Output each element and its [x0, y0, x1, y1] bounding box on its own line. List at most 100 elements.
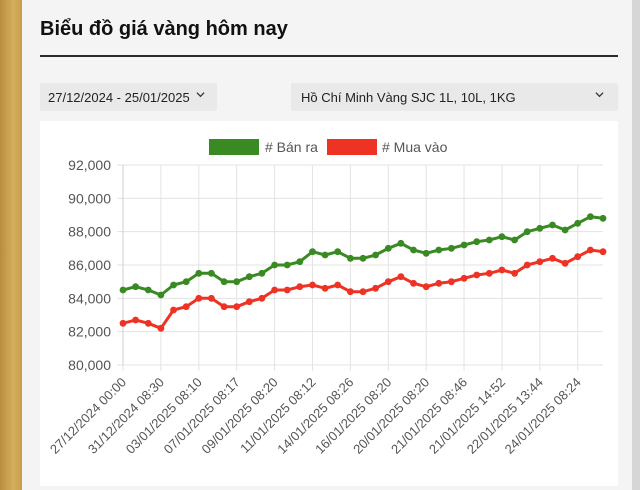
data-point-buy[interactable]	[384, 278, 392, 286]
data-point-buy[interactable]	[460, 274, 468, 282]
data-point-buy[interactable]	[410, 279, 417, 287]
data-point-sell[interactable]	[359, 254, 367, 262]
data-point-buy[interactable]	[321, 284, 329, 292]
data-point-sell[interactable]	[258, 269, 266, 277]
data-point-sell[interactable]	[574, 219, 582, 227]
data-point-buy[interactable]	[296, 283, 304, 291]
data-point-buy[interactable]	[574, 253, 582, 261]
data-point-buy[interactable]	[157, 324, 165, 332]
y-tick-label: 80,000	[68, 357, 111, 373]
chevron-down-icon	[196, 92, 205, 98]
data-point-buy[interactable]	[422, 283, 430, 291]
data-point-sell[interactable]	[195, 269, 203, 277]
data-point-buy[interactable]	[220, 303, 228, 311]
data-point-sell[interactable]	[473, 238, 481, 246]
data-point-sell[interactable]	[422, 249, 430, 257]
chart-card	[40, 121, 618, 486]
data-point-sell[interactable]	[498, 233, 506, 241]
data-point-sell[interactable]	[410, 246, 417, 254]
data-point-buy[interactable]	[561, 259, 569, 267]
data-point-sell[interactable]	[587, 213, 594, 221]
data-point-sell[interactable]	[448, 244, 455, 252]
data-point-sell[interactable]	[460, 241, 468, 249]
data-point-buy[interactable]	[599, 248, 607, 256]
legend-item-sell[interactable]: # Bán ra	[209, 139, 318, 155]
data-point-sell[interactable]	[372, 251, 379, 259]
data-point-buy[interactable]	[549, 254, 556, 262]
data-point-buy[interactable]	[258, 294, 266, 302]
data-point-sell[interactable]	[321, 251, 329, 259]
data-point-sell[interactable]	[536, 224, 544, 232]
legend-label-buy: # Mua vào	[382, 139, 448, 155]
legend-label-sell: # Bán ra	[265, 139, 318, 155]
data-point-sell[interactable]	[309, 248, 316, 256]
y-tick-label: 90,000	[68, 190, 111, 206]
data-point-buy[interactable]	[144, 319, 152, 327]
data-point-sell[interactable]	[271, 261, 278, 269]
data-point-sell[interactable]	[157, 291, 165, 299]
data-point-sell[interactable]	[485, 236, 493, 244]
data-point-sell[interactable]	[283, 261, 291, 269]
data-point-sell[interactable]	[144, 286, 152, 294]
data-point-sell[interactable]	[170, 281, 177, 289]
data-point-buy[interactable]	[283, 286, 291, 294]
data-point-sell[interactable]	[523, 228, 531, 236]
data-point-buy[interactable]	[536, 258, 544, 266]
data-point-buy[interactable]	[309, 281, 316, 289]
data-point-buy[interactable]	[233, 303, 241, 311]
data-point-buy[interactable]	[182, 303, 190, 311]
data-point-buy[interactable]	[397, 273, 405, 281]
data-point-buy[interactable]	[208, 294, 215, 302]
data-point-buy[interactable]	[498, 266, 506, 274]
data-point-buy[interactable]	[119, 319, 127, 327]
data-point-buy[interactable]	[334, 281, 342, 289]
data-point-sell[interactable]	[549, 221, 556, 229]
y-tick-label: 84,000	[68, 290, 111, 306]
data-point-buy[interactable]	[511, 269, 518, 277]
data-point-sell[interactable]	[132, 283, 140, 291]
page-background-left	[0, 0, 22, 490]
y-tick-label: 92,000	[68, 157, 111, 173]
data-point-sell[interactable]	[245, 273, 253, 281]
data-point-sell[interactable]	[208, 269, 215, 277]
data-point-buy[interactable]	[347, 288, 354, 296]
page-background-right	[632, 0, 640, 490]
data-point-buy[interactable]	[132, 316, 140, 324]
data-point-buy[interactable]	[245, 298, 253, 306]
data-point-sell[interactable]	[599, 214, 607, 222]
data-point-sell[interactable]	[220, 278, 228, 286]
data-point-buy[interactable]	[587, 246, 594, 254]
data-point-sell[interactable]	[384, 244, 392, 252]
product-value: Hồ Chí Minh Vàng SJC 1L, 10L, 1KG	[301, 89, 516, 105]
data-point-sell[interactable]	[119, 286, 127, 294]
data-point-buy[interactable]	[170, 306, 177, 314]
data-point-buy[interactable]	[271, 286, 278, 294]
data-point-buy[interactable]	[435, 279, 443, 287]
chevron-down-icon	[595, 92, 604, 98]
data-point-sell[interactable]	[334, 248, 342, 256]
legend-swatch-sell	[209, 139, 259, 155]
data-point-buy[interactable]	[372, 284, 379, 292]
data-point-buy[interactable]	[523, 261, 531, 269]
title-divider	[40, 55, 618, 57]
data-point-sell[interactable]	[233, 278, 241, 286]
y-axis: 80,000 82,000 84,000 86,000 88,000 90,000 92,0…	[68, 157, 111, 373]
date-range-select[interactable]: 27/12/2024 - 25/01/2025	[40, 83, 217, 111]
data-point-sell[interactable]	[182, 278, 190, 286]
data-point-sell[interactable]	[435, 246, 443, 254]
legend-item-buy[interactable]: # Mua vào	[327, 139, 448, 155]
data-point-buy[interactable]	[195, 294, 203, 302]
chart-grid	[117, 164, 603, 371]
product-select[interactable]: Hồ Chí Minh Vàng SJC 1L, 10L, 1KG	[291, 83, 618, 111]
data-point-buy[interactable]	[485, 269, 493, 277]
date-range-value: 27/12/2024 - 25/01/2025	[48, 89, 190, 105]
data-point-sell[interactable]	[397, 239, 405, 247]
data-point-sell[interactable]	[511, 236, 518, 244]
data-point-sell[interactable]	[296, 258, 304, 266]
data-point-buy[interactable]	[359, 288, 367, 296]
data-point-sell[interactable]	[347, 254, 354, 262]
data-point-buy[interactable]	[473, 271, 481, 279]
data-point-buy[interactable]	[448, 278, 455, 286]
data-point-sell[interactable]	[561, 226, 569, 234]
